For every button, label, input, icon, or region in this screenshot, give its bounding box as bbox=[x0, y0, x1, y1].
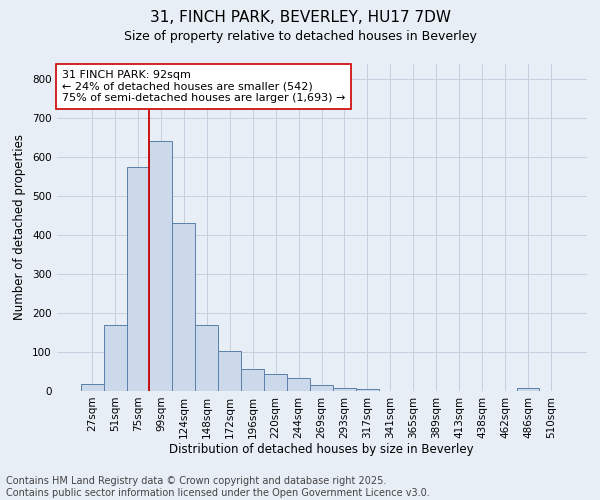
Bar bbox=[149, 142, 172, 391]
Bar bbox=[310, 385, 333, 391]
Text: Contains HM Land Registry data © Crown copyright and database right 2025.
Contai: Contains HM Land Registry data © Crown c… bbox=[6, 476, 430, 498]
Bar bbox=[333, 388, 356, 391]
Bar bbox=[264, 374, 287, 391]
Bar bbox=[196, 324, 218, 391]
Bar bbox=[241, 368, 264, 391]
Bar bbox=[287, 378, 310, 391]
Bar bbox=[80, 384, 104, 391]
Y-axis label: Number of detached properties: Number of detached properties bbox=[14, 134, 26, 320]
X-axis label: Distribution of detached houses by size in Beverley: Distribution of detached houses by size … bbox=[169, 444, 474, 456]
Text: 31 FINCH PARK: 92sqm
← 24% of detached houses are smaller (542)
75% of semi-deta: 31 FINCH PARK: 92sqm ← 24% of detached h… bbox=[62, 70, 345, 103]
Bar bbox=[356, 390, 379, 391]
Bar bbox=[104, 324, 127, 391]
Text: Size of property relative to detached houses in Beverley: Size of property relative to detached ho… bbox=[124, 30, 476, 43]
Text: 31, FINCH PARK, BEVERLEY, HU17 7DW: 31, FINCH PARK, BEVERLEY, HU17 7DW bbox=[149, 10, 451, 25]
Bar bbox=[218, 351, 241, 391]
Bar bbox=[127, 167, 149, 391]
Bar bbox=[517, 388, 539, 391]
Bar bbox=[172, 224, 196, 391]
